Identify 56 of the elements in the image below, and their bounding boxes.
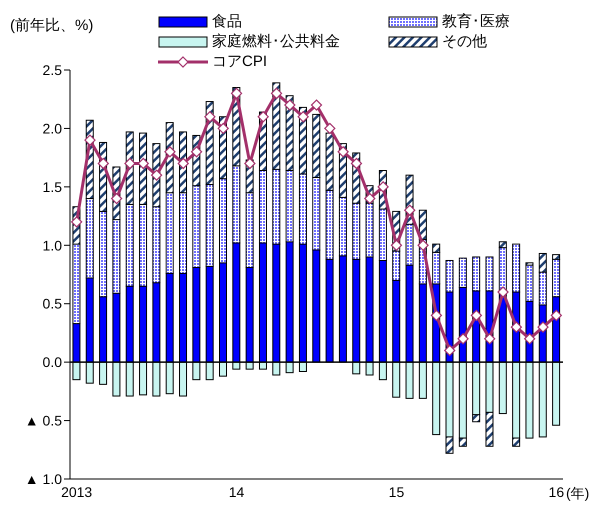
point bbox=[430, 310, 442, 321]
point bbox=[270, 88, 282, 99]
point bbox=[84, 134, 96, 146]
legend-label: 家庭燃料･公共料金 bbox=[212, 32, 340, 51]
y-tick-label: 0.0 bbox=[42, 354, 62, 370]
point bbox=[404, 204, 416, 216]
point bbox=[484, 333, 496, 344]
point bbox=[537, 321, 549, 333]
point bbox=[230, 88, 242, 99]
point bbox=[324, 122, 336, 134]
point bbox=[310, 99, 322, 111]
point bbox=[444, 344, 456, 356]
point bbox=[550, 310, 562, 321]
point bbox=[124, 158, 136, 170]
point bbox=[364, 192, 376, 204]
legend-label: コアCPI bbox=[212, 52, 268, 71]
x-tick-label: 15 bbox=[388, 484, 404, 500]
point bbox=[350, 158, 362, 170]
point bbox=[497, 286, 509, 298]
point bbox=[164, 146, 176, 158]
legend-label: 教育･医療 bbox=[442, 12, 510, 31]
x-tick-label: 16 bbox=[548, 484, 564, 500]
y-tick-label: 2.0 bbox=[42, 120, 62, 136]
x-tick-label: 2013 bbox=[61, 484, 92, 500]
point bbox=[111, 192, 122, 204]
point bbox=[338, 146, 349, 158]
point bbox=[457, 333, 469, 344]
y-tick-label: 1.5 bbox=[42, 178, 62, 195]
point bbox=[151, 170, 162, 181]
point bbox=[71, 216, 82, 228]
point bbox=[204, 111, 216, 122]
y-tick-label: 0.5 bbox=[42, 296, 62, 312]
point bbox=[190, 146, 202, 158]
point bbox=[298, 111, 309, 122]
point bbox=[510, 321, 522, 333]
point bbox=[138, 158, 149, 170]
y-tick-label: ▲ 0.5 bbox=[24, 412, 62, 429]
point bbox=[417, 240, 429, 251]
point bbox=[218, 122, 229, 134]
point bbox=[284, 99, 296, 111]
x-tick-label: 14 bbox=[228, 484, 245, 500]
point bbox=[470, 310, 482, 321]
point bbox=[378, 181, 389, 192]
legend-label: 食品 bbox=[212, 12, 242, 31]
y-tick-label: 2.5 bbox=[42, 62, 62, 78]
x-axis-title: (年) bbox=[566, 485, 590, 503]
point bbox=[244, 158, 256, 170]
point bbox=[98, 158, 109, 170]
y-tick-label: ▲ 1.0 bbox=[24, 470, 62, 487]
point bbox=[178, 158, 189, 170]
y-axis-title: (前年比、%) bbox=[10, 16, 94, 35]
y-tick-label: 1.0 bbox=[42, 237, 62, 254]
point bbox=[524, 333, 536, 344]
point bbox=[390, 240, 402, 251]
legend-label: その他 bbox=[442, 32, 487, 51]
point bbox=[258, 111, 269, 122]
